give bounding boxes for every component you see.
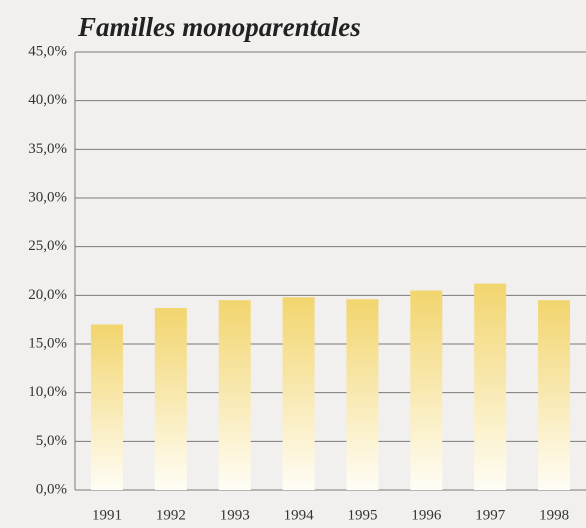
x-tick-label: 1992 — [156, 507, 186, 523]
x-tick-label: 1997 — [475, 507, 506, 523]
x-tick-label: 1994 — [284, 507, 315, 523]
bar — [538, 300, 571, 490]
bar — [90, 324, 123, 490]
y-tick-label: 5,0% — [36, 433, 67, 449]
bar — [410, 290, 443, 490]
x-tick-label: 1993 — [220, 507, 250, 523]
bar — [218, 300, 251, 490]
x-tick-label: 1996 — [411, 507, 442, 523]
chart-title: Familles monoparentales — [77, 12, 361, 42]
bar — [282, 297, 315, 490]
y-tick-label: 10,0% — [28, 384, 67, 400]
x-tick-label: 1991 — [92, 507, 122, 523]
y-tick-label: 35,0% — [28, 141, 67, 157]
y-tick-label: 15,0% — [28, 335, 67, 351]
y-tick-label: 30,0% — [28, 189, 67, 205]
y-tick-label: 45,0% — [28, 43, 67, 59]
bar — [474, 283, 507, 490]
y-tick-label: 25,0% — [28, 238, 67, 254]
y-tick-label: 20,0% — [28, 287, 67, 303]
x-tick-label: 1995 — [347, 507, 377, 523]
y-tick-label: 0,0% — [36, 481, 67, 497]
bar — [346, 299, 379, 490]
x-tick-label: 1998 — [539, 507, 569, 523]
bar — [154, 307, 187, 490]
y-tick-label: 40,0% — [28, 92, 67, 108]
